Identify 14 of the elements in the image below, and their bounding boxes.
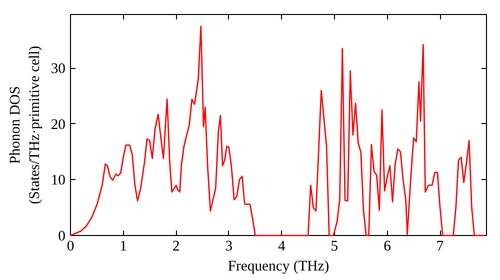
x-tick-label: 1: [120, 238, 127, 254]
x-tick-label: 2: [172, 238, 180, 254]
x-tick-label: 6: [384, 238, 391, 254]
y-axis-title: Phonon DOS (States/THz·primitive cell): [8, 46, 43, 204]
x-tick-label: 4: [278, 238, 286, 254]
y-tick-label: 20: [50, 116, 66, 133]
x-tick-label: 3: [225, 238, 233, 254]
y-tick-label: 10: [50, 172, 66, 189]
y-tick-label: 30: [50, 61, 66, 78]
y-tick-label: 0: [58, 228, 66, 244]
x-tick-label: 7: [436, 238, 444, 254]
x-tick-label: 5: [330, 238, 338, 254]
line-series: [70, 26, 486, 236]
x-axis-title: Frequency (THz): [228, 258, 330, 274]
